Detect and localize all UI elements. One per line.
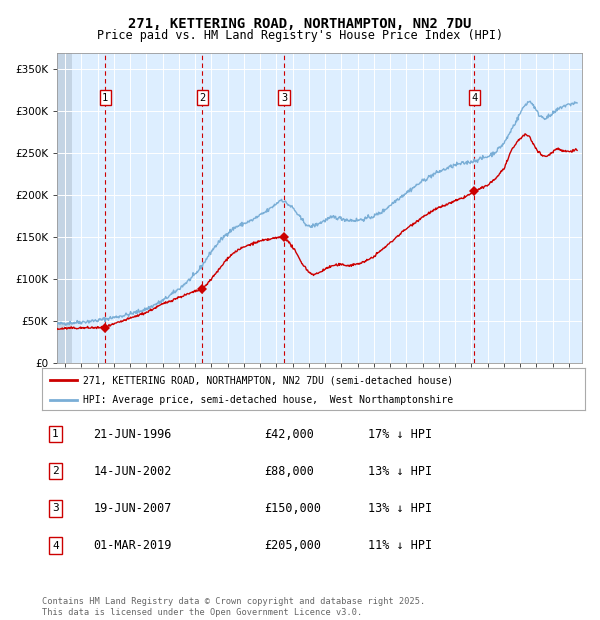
- Text: 17% ↓ HPI: 17% ↓ HPI: [368, 428, 432, 440]
- Text: 2: 2: [199, 92, 206, 103]
- Text: 3: 3: [281, 92, 287, 103]
- Text: 19-JUN-2007: 19-JUN-2007: [94, 502, 172, 515]
- Text: 01-MAR-2019: 01-MAR-2019: [94, 539, 172, 552]
- Text: 13% ↓ HPI: 13% ↓ HPI: [368, 502, 432, 515]
- Text: 271, KETTERING ROAD, NORTHAMPTON, NN2 7DU: 271, KETTERING ROAD, NORTHAMPTON, NN2 7D…: [128, 17, 472, 30]
- Text: £205,000: £205,000: [265, 539, 322, 552]
- Text: 271, KETTERING ROAD, NORTHAMPTON, NN2 7DU (semi-detached house): 271, KETTERING ROAD, NORTHAMPTON, NN2 7D…: [83, 375, 453, 385]
- Text: £42,000: £42,000: [265, 428, 314, 440]
- Text: 1: 1: [52, 429, 59, 439]
- Text: 13% ↓ HPI: 13% ↓ HPI: [368, 465, 432, 477]
- Text: Price paid vs. HM Land Registry's House Price Index (HPI): Price paid vs. HM Land Registry's House …: [97, 30, 503, 42]
- Text: 1: 1: [102, 92, 109, 103]
- Text: 14-JUN-2002: 14-JUN-2002: [94, 465, 172, 477]
- Bar: [57, 53, 72, 363]
- Text: £150,000: £150,000: [265, 502, 322, 515]
- Text: Contains HM Land Registry data © Crown copyright and database right 2025.
This d: Contains HM Land Registry data © Crown c…: [42, 598, 425, 617]
- Text: £88,000: £88,000: [265, 465, 314, 477]
- Text: 3: 3: [52, 503, 59, 513]
- Text: 4: 4: [471, 92, 478, 103]
- Text: 4: 4: [52, 541, 59, 551]
- Text: 11% ↓ HPI: 11% ↓ HPI: [368, 539, 432, 552]
- Text: 2: 2: [52, 466, 59, 476]
- Text: 21-JUN-1996: 21-JUN-1996: [94, 428, 172, 440]
- Text: HPI: Average price, semi-detached house,  West Northamptonshire: HPI: Average price, semi-detached house,…: [83, 395, 453, 405]
